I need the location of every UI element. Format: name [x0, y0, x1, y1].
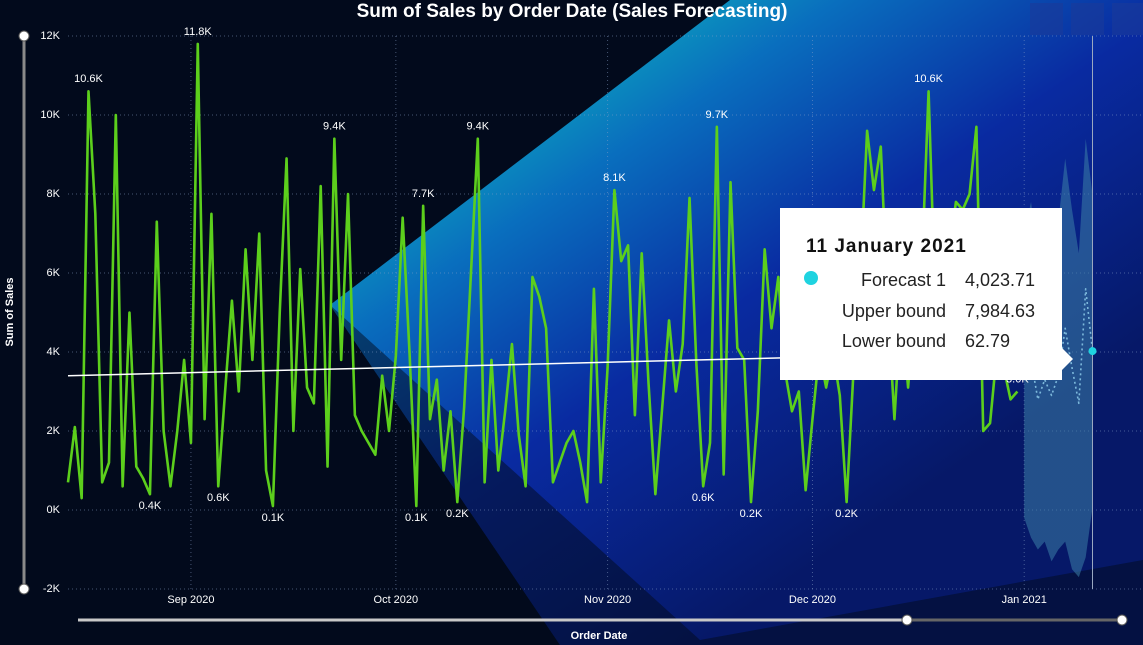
data-label: 9.4K [323, 121, 346, 133]
data-label: 7.7K [412, 188, 435, 200]
tooltip-box [780, 208, 1062, 380]
data-label: 11.8K [184, 26, 213, 38]
x-tick-label: Nov 2020 [584, 594, 631, 606]
forecast-line [1023, 287, 1094, 405]
data-label: 0.2K [446, 508, 469, 520]
slider-handle[interactable] [1116, 614, 1128, 626]
x-tick-label: Jan 2021 [1002, 594, 1047, 606]
y-tick-label: 6K [47, 267, 61, 279]
data-label: 0.2K [740, 508, 763, 520]
tooltip-value: 7,984.63 [965, 301, 1035, 321]
y-tick-label: 4K [47, 346, 61, 358]
more-icon[interactable] [1112, 3, 1143, 35]
hover-point [1088, 347, 1097, 356]
y-slider [18, 30, 30, 595]
x-tick-label: Sep 2020 [167, 594, 214, 606]
data-label: 0.6K [692, 492, 715, 504]
focus-icon[interactable] [1071, 3, 1104, 35]
data-label: 0.1K [262, 512, 285, 524]
y-tick-label: 12K [40, 30, 60, 42]
tooltip-marker [804, 271, 818, 285]
background-shape [330, 305, 1143, 645]
x-tick-label: Dec 2020 [789, 594, 836, 606]
tooltip-label: Forecast 1 [861, 270, 946, 290]
y-tick-label: 10K [40, 109, 60, 121]
filter-icon[interactable] [1030, 3, 1063, 35]
x-tick-label: Oct 2020 [374, 594, 419, 606]
data-label: 9.4K [466, 121, 489, 133]
y-axis-title: Sum of Sales [4, 277, 16, 346]
slider-handle[interactable] [18, 583, 30, 595]
tooltip-label: Lower bound [842, 331, 946, 351]
data-label: 0.2K [835, 508, 858, 520]
data-label: 0.1K [405, 512, 428, 524]
tooltip-value: 4,023.71 [965, 270, 1035, 290]
tooltip-label: Upper bound [842, 301, 946, 321]
x-slider [78, 614, 1128, 626]
x-axis-title: Order Date [571, 630, 628, 642]
header-icons [1030, 3, 1143, 35]
tooltip-title: 11 January 2021 [806, 236, 967, 257]
y-tick-label: 8K [47, 188, 61, 200]
tooltip-value: 62.79 [965, 331, 1010, 351]
y-tick-label: 0K [47, 504, 61, 516]
data-label: 9.7K [706, 109, 729, 121]
tooltip-pointer [1062, 348, 1073, 370]
chart-title: Sum of Sales by Order Date (Sales Foreca… [357, 1, 788, 22]
y-tick-label: -2K [43, 583, 61, 595]
data-label: 8.1K [603, 172, 626, 184]
tooltip: 11 January 2021 Forecast 1 4,023.71 Uppe… [780, 208, 1073, 380]
slider-handle[interactable] [18, 30, 30, 42]
data-label: 10.6K [914, 73, 943, 85]
slider-handle[interactable] [901, 614, 913, 626]
y-tick-label: 2K [47, 425, 61, 437]
data-label: 0.4K [139, 500, 162, 512]
data-label: 10.6K [74, 73, 103, 85]
data-label: 0.6K [207, 492, 230, 504]
